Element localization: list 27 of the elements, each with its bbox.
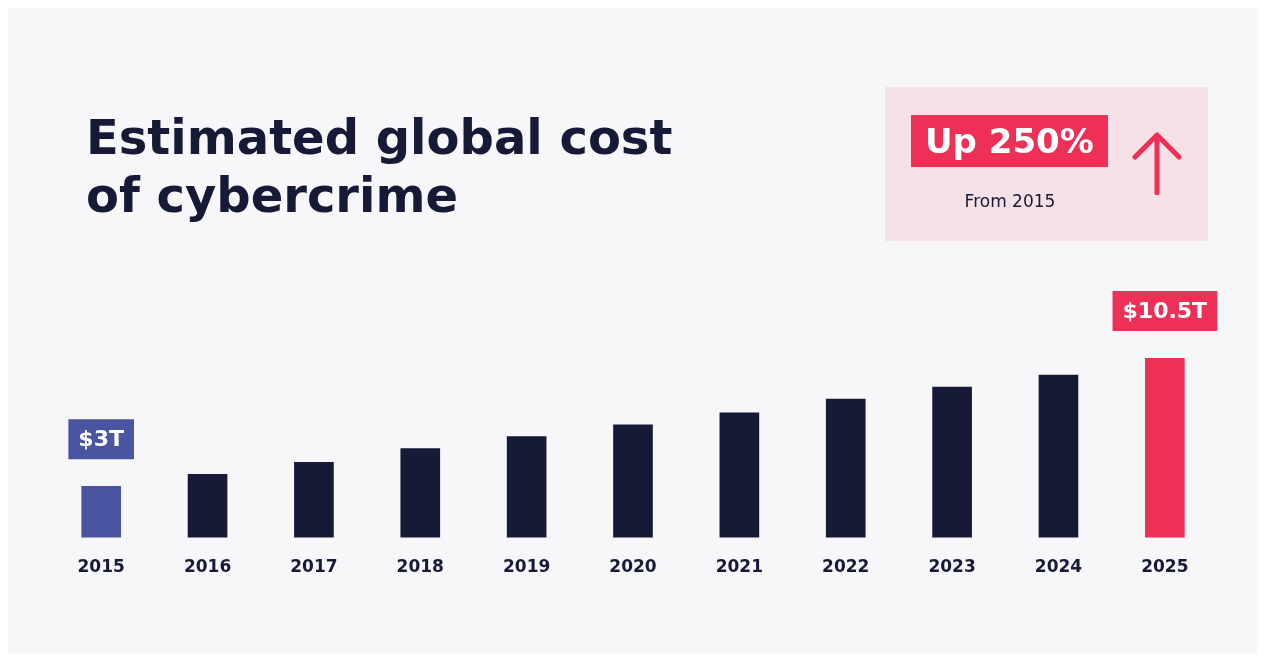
x-tick-label: 2023 bbox=[928, 556, 976, 577]
bar bbox=[825, 398, 866, 538]
x-tick-label: 2016 bbox=[183, 556, 232, 577]
x-tick-label: 2021 bbox=[715, 556, 764, 577]
bar bbox=[932, 386, 972, 538]
x-tick-label: 2022 bbox=[822, 556, 870, 577]
bar bbox=[81, 485, 122, 538]
x-tick-label: 2015 bbox=[77, 556, 125, 577]
bar bbox=[613, 424, 653, 538]
bar bbox=[719, 412, 760, 538]
bar bbox=[187, 473, 228, 538]
bar bbox=[1038, 374, 1079, 538]
bar bbox=[506, 436, 547, 538]
x-tick-label: 2025 bbox=[1141, 556, 1189, 577]
bar bbox=[1144, 358, 1185, 538]
chart-title: Estimated global cost of cybercrime bbox=[86, 108, 674, 224]
x-tick-label: 2018 bbox=[396, 556, 444, 577]
data-label: $10.5T bbox=[1122, 297, 1208, 323]
x-tick-label: 2017 bbox=[290, 556, 338, 577]
bar bbox=[400, 448, 441, 538]
bar bbox=[294, 462, 334, 538]
text: From 2015 bbox=[963, 191, 1057, 211]
x-tick-label: 2019 bbox=[502, 556, 551, 577]
data-label: $3T bbox=[78, 426, 124, 451]
text: Up 250% bbox=[911, 115, 1108, 167]
x-tick-label: 2024 bbox=[1034, 556, 1083, 577]
x-tick-label: 2020 bbox=[609, 556, 657, 577]
